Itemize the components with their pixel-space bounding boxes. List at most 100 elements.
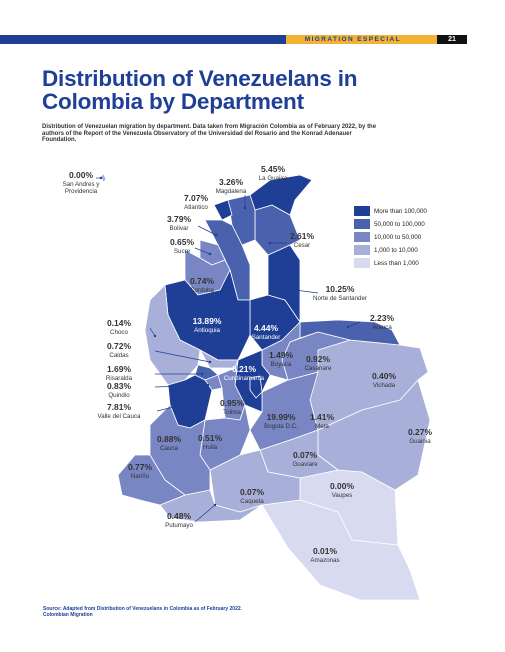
label-santander-pct: 4.44% (254, 323, 279, 333)
dot-la-guajira (298, 176, 302, 180)
dot-bolivar (214, 233, 218, 237)
legend-item: Less than 1,000 (354, 257, 446, 269)
label-amazonas-pct: 0.01% (313, 546, 338, 556)
label-tolima-name: Tolima (223, 409, 241, 416)
region-atlantico (213, 199, 233, 221)
label-magdalena-pct: 3.26% (219, 177, 244, 187)
label-guainia-pct: 0.27% (408, 427, 433, 437)
region-la-guajira (249, 174, 313, 216)
dot-quindio (206, 383, 210, 387)
label-magdalena-name: Magdalena (216, 188, 247, 195)
label-norte-santander-pct: 10.25% (326, 284, 355, 294)
legend-swatch (354, 232, 370, 242)
label-sucre-pct: 0.65% (170, 237, 195, 247)
label-risaralda-name: Risaralda (106, 375, 133, 382)
label-vichada-pct: 0.40% (372, 371, 397, 381)
label-boyaca-name: Boyaca (271, 361, 292, 368)
leader-quindio (154, 384, 209, 388)
label-casanare-pct: 0.92% (306, 354, 331, 364)
label-tolima-pct: 0.95% (220, 398, 245, 408)
dot-san-andres (99, 176, 103, 180)
leader-choco (149, 327, 156, 337)
legend-swatch (354, 219, 370, 229)
legend-swatch (354, 206, 370, 216)
label-putumayo-pct: 0.48% (167, 511, 192, 521)
leader-norte-santander (294, 289, 319, 294)
page-subtitle: Distribution of Venezuelan migration by … (42, 124, 377, 144)
leader-bolivar (197, 225, 217, 236)
label-meta-pct: 1.41% (310, 412, 335, 422)
label-caqueta-name: Caqueta (240, 498, 264, 505)
legend-swatch (354, 258, 370, 268)
label-la-guajira-name: La Guajira (259, 175, 288, 182)
source-note: Source: Adapted from Distribution of Ven… (43, 606, 243, 618)
label-norte-santander-name: Norte de Santander (313, 295, 367, 302)
region-arauca (299, 319, 401, 346)
label-quindio-name: Quindio (108, 392, 130, 399)
label-cesar-name: Cesar (294, 242, 311, 249)
label-quindio-pct: 0.83% (107, 381, 132, 391)
label-san-andres-name2: Providencia (65, 188, 98, 195)
label-narino-name: Nariño (131, 473, 150, 480)
header-bar: MIGRATION ESPECIAL 21 (0, 35, 505, 44)
label-guainia-name: Guainia (409, 438, 431, 445)
header-section-tag: MIGRATION ESPECIAL (286, 35, 437, 44)
dot-valle (180, 403, 184, 407)
dot-cesar (268, 241, 272, 245)
label-bogota-pct: 19.99% (267, 412, 296, 422)
leader-putumayo (194, 504, 216, 523)
map-legend: More than 100,000 50,000 to 100,000 10,0… (354, 205, 446, 270)
label-cesar-pct: 2.61% (290, 231, 315, 241)
label-cauca-pct: 0.88% (157, 434, 182, 444)
legend-label: 1,000 to 10,000 (374, 246, 418, 254)
label-cundinamarca-pct: 6.21% (232, 364, 257, 374)
label-antioquia-name: Antioquia (194, 327, 220, 334)
label-vaupes-name: Vaupes (332, 492, 353, 499)
label-vaupes-pct: 0.00% (330, 481, 355, 491)
legend-label: 10,000 to 50,000 (374, 233, 422, 241)
label-putumayo-name: Putumayo (165, 522, 193, 529)
leader-valle (156, 404, 183, 412)
dot-caldas (208, 360, 212, 364)
legend-label: 50,000 to 100,000 (374, 220, 425, 228)
page-title: Distribution of Venezuelans in Colombia … (42, 66, 358, 114)
legend-label: More than 100,000 (374, 207, 427, 215)
label-bogota-name: Bogota D.C. (264, 423, 298, 430)
dot-sucre (208, 252, 212, 256)
region-bogota (249, 375, 263, 399)
label-amazonas-name: Amazonas (310, 557, 339, 564)
label-huila-pct: 0.51% (198, 433, 223, 443)
leader-caldas (154, 350, 211, 363)
label-bolivar-pct: 3.79% (167, 214, 192, 224)
label-bolivar-name: Bolivar (170, 225, 189, 232)
label-valle-pct: 7.81% (107, 402, 132, 412)
page-number: 21 (437, 35, 467, 44)
label-san-andres-pct: 0.00% (69, 170, 94, 180)
label-choco-pct: 0.14% (107, 318, 132, 328)
region-narino (117, 454, 186, 506)
label-cauca-name: Cauca (160, 445, 178, 452)
label-guaviare-pct: 0.07% (293, 450, 318, 460)
label-arauca-name: Arauca (372, 324, 392, 331)
label-valle-name: Valle del Cauca (98, 413, 141, 420)
header-bar-blue (0, 35, 286, 44)
label-caqueta-pct: 0.07% (240, 487, 265, 497)
label-vichada-name: Vichada (373, 382, 396, 389)
label-boyaca-pct: 1.49% (269, 350, 294, 360)
label-caldas-pct: 0.72% (107, 341, 132, 351)
leader-sucre (194, 247, 211, 255)
label-santander-name: Santander (252, 334, 281, 341)
label-antioquia-pct: 13.89% (193, 316, 222, 326)
label-atlantico-name: Atlantico (184, 204, 208, 211)
label-narino-pct: 0.77% (128, 462, 153, 472)
legend-item: 1,000 to 10,000 (354, 244, 446, 256)
dot-magdalena (243, 206, 247, 210)
label-risaralda-pct: 1.69% (107, 364, 132, 374)
label-caldas-name: Caldas (109, 352, 128, 359)
label-casanare-name: Casanare (305, 365, 332, 372)
label-meta-name: Meta (315, 423, 329, 430)
legend-label: Less than 1,000 (374, 259, 419, 267)
dot-atlantico (220, 210, 224, 214)
label-cordoba-pct: 0.74% (190, 276, 215, 286)
